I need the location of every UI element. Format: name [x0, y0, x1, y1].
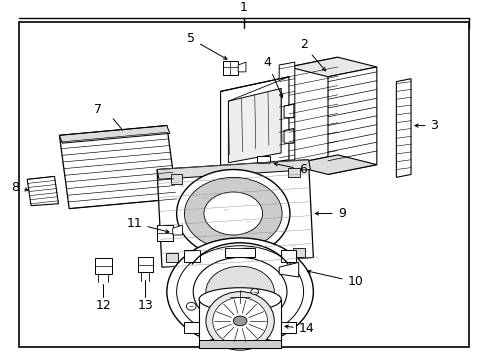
- Polygon shape: [220, 77, 288, 170]
- Text: 11: 11: [126, 217, 169, 233]
- Polygon shape: [225, 248, 254, 257]
- Ellipse shape: [166, 238, 313, 345]
- Polygon shape: [172, 225, 182, 235]
- Polygon shape: [94, 258, 112, 274]
- Polygon shape: [280, 322, 296, 333]
- Polygon shape: [228, 89, 281, 163]
- Polygon shape: [238, 62, 245, 72]
- Polygon shape: [288, 57, 376, 77]
- Ellipse shape: [212, 297, 267, 345]
- Polygon shape: [183, 250, 199, 262]
- Text: 9: 9: [315, 207, 345, 220]
- Text: 13: 13: [137, 300, 153, 312]
- Polygon shape: [199, 300, 281, 348]
- Polygon shape: [137, 257, 153, 272]
- Polygon shape: [292, 248, 304, 257]
- Polygon shape: [157, 160, 313, 267]
- Text: 8: 8: [11, 181, 28, 194]
- Polygon shape: [157, 160, 310, 179]
- Polygon shape: [284, 129, 293, 143]
- Ellipse shape: [199, 288, 281, 311]
- Text: 4: 4: [263, 56, 282, 98]
- Polygon shape: [279, 262, 298, 277]
- Ellipse shape: [184, 177, 282, 249]
- Ellipse shape: [233, 316, 246, 326]
- Polygon shape: [288, 57, 337, 165]
- Polygon shape: [284, 104, 293, 118]
- Ellipse shape: [203, 192, 262, 235]
- Ellipse shape: [176, 170, 289, 257]
- Polygon shape: [59, 126, 176, 208]
- Text: 6: 6: [274, 163, 306, 176]
- Polygon shape: [165, 253, 177, 262]
- Text: 3: 3: [414, 119, 438, 132]
- Polygon shape: [256, 156, 270, 170]
- Polygon shape: [59, 126, 169, 143]
- Text: 12: 12: [95, 300, 111, 312]
- Polygon shape: [157, 225, 172, 241]
- Polygon shape: [327, 67, 376, 175]
- Text: 10: 10: [307, 270, 363, 288]
- Text: 5: 5: [187, 32, 226, 59]
- Polygon shape: [27, 176, 58, 206]
- Polygon shape: [396, 79, 410, 177]
- Polygon shape: [279, 62, 294, 171]
- Polygon shape: [170, 175, 182, 184]
- Polygon shape: [222, 61, 238, 75]
- Polygon shape: [280, 250, 296, 262]
- Ellipse shape: [193, 257, 286, 326]
- Polygon shape: [183, 322, 199, 333]
- Polygon shape: [288, 155, 376, 175]
- Text: 1: 1: [240, 1, 247, 14]
- Ellipse shape: [205, 292, 274, 350]
- Ellipse shape: [186, 302, 196, 310]
- Polygon shape: [287, 168, 299, 177]
- Ellipse shape: [230, 290, 249, 303]
- Ellipse shape: [250, 289, 258, 294]
- Ellipse shape: [205, 266, 274, 317]
- Text: 2: 2: [299, 39, 325, 71]
- Polygon shape: [199, 341, 281, 348]
- Text: 7: 7: [94, 103, 102, 116]
- Text: 14: 14: [285, 322, 314, 335]
